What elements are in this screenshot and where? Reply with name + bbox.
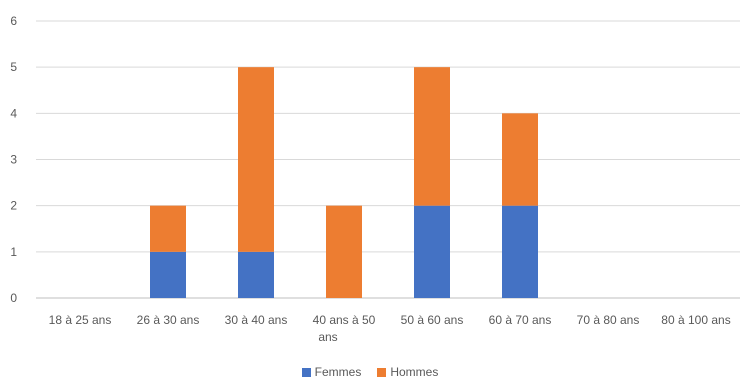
x-tick-label: 60 à 70 ans xyxy=(489,313,552,327)
y-tick-label: 4 xyxy=(10,106,17,120)
legend-swatch-hommes xyxy=(377,367,387,377)
y-tick-label: 2 xyxy=(10,199,17,213)
bar-femmes xyxy=(150,251,186,298)
legend-label-femmes: Femmes xyxy=(314,365,362,379)
x-tick-label: 70 à 80 ans xyxy=(577,313,640,327)
x-tick-label: 18 à 25 ans xyxy=(49,313,112,327)
y-tick-label: 3 xyxy=(10,153,17,167)
bar-hommes xyxy=(150,205,186,252)
bars xyxy=(150,67,538,298)
y-tick-label: 1 xyxy=(10,245,17,259)
bar-femmes xyxy=(502,205,538,298)
bar-femmes xyxy=(238,251,274,298)
x-tick-label: 30 à 40 ans xyxy=(225,313,288,327)
x-tick-label: 80 à 100 ans xyxy=(661,313,730,327)
legend-label-hommes: Hommes xyxy=(390,365,439,379)
bar-hommes xyxy=(238,67,274,252)
x-axis-ticks: 18 à 25 ans 26 à 30 ans 30 à 40 ans 40 ans … xyxy=(49,313,731,344)
legend-item-femmes: Femmes xyxy=(301,365,362,379)
bar-hommes xyxy=(326,205,362,298)
y-axis-ticks: 0 1 2 3 4 5 6 xyxy=(10,14,17,305)
y-tick-label: 5 xyxy=(10,60,17,74)
y-tick-label: 0 xyxy=(10,291,17,305)
legend: Femmes Hommes xyxy=(0,364,740,380)
legend-item-hommes: Hommes xyxy=(377,365,438,379)
bar-femmes xyxy=(414,205,450,298)
x-tick-label: 50 à 60 ans xyxy=(401,313,464,327)
x-tick-label: 40 ans à 50 ans xyxy=(313,313,376,344)
x-tick-label: 26 à 30 ans xyxy=(137,313,200,327)
bar-hommes xyxy=(502,113,538,206)
bar-hommes xyxy=(414,67,450,206)
gridlines xyxy=(36,20,740,299)
y-tick-label: 6 xyxy=(10,14,17,28)
legend-swatch-femmes xyxy=(301,367,311,377)
